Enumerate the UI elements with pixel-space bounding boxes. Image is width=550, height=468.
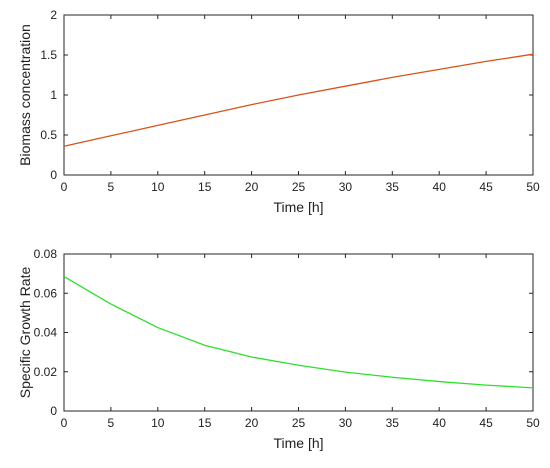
x-tick-label: 50 bbox=[526, 416, 540, 430]
x-tick-label: 35 bbox=[386, 416, 400, 430]
x-tick-label: 50 bbox=[526, 180, 540, 194]
plot-frame bbox=[63, 253, 534, 412]
x-tick-label: 10 bbox=[151, 180, 165, 194]
y-tick-label: 1.5 bbox=[40, 48, 57, 62]
x-tick-label: 5 bbox=[108, 180, 115, 194]
y-axis-label: Specific Growth Rate bbox=[17, 267, 33, 399]
x-tick-label: 45 bbox=[479, 416, 493, 430]
y-tick-label: 0.04 bbox=[34, 326, 58, 340]
y-tick-label: 0 bbox=[50, 168, 57, 182]
x-tick-label: 30 bbox=[339, 416, 353, 430]
y-tick-label: 0 bbox=[50, 404, 57, 418]
y-tick-label: 0.08 bbox=[34, 247, 58, 261]
y-tick-label: 0.02 bbox=[34, 365, 58, 379]
x-tick-label: 5 bbox=[108, 416, 115, 430]
x-tick-label: 20 bbox=[245, 180, 259, 194]
x-tick-label: 25 bbox=[292, 180, 306, 194]
y-tick-label: 0.5 bbox=[40, 128, 57, 142]
x-tick-label: 15 bbox=[198, 180, 212, 194]
x-tick-label: 0 bbox=[61, 180, 68, 194]
x-tick-label: 45 bbox=[479, 180, 493, 194]
x-tick-label: 20 bbox=[245, 416, 259, 430]
x-tick-label: 25 bbox=[292, 416, 306, 430]
y-axis-label: Biomass concentration bbox=[17, 24, 33, 166]
x-tick-label: 35 bbox=[386, 180, 400, 194]
series-line-0 bbox=[63, 53, 534, 147]
x-axis-label: Time [h] bbox=[273, 199, 323, 215]
y-tick-label: 0.06 bbox=[34, 286, 58, 300]
x-tick-label: 15 bbox=[198, 416, 212, 430]
x-tick-label: 0 bbox=[61, 416, 68, 430]
x-tick-label: 10 bbox=[151, 416, 165, 430]
y-tick-label: 1 bbox=[50, 88, 57, 102]
x-tick-label: 40 bbox=[433, 180, 447, 194]
chart-1: 0 5 10 15 20 25 30 35 40 45 50 0 0.02 0.04 0.06 0.08 Tim… bbox=[17, 247, 540, 451]
chart-0: 0 5 10 15 20 25 30 35 40 45 50 0 0.5 1 1.5 2 Time [h] Bio… bbox=[17, 8, 540, 215]
y-tick-label: 2 bbox=[50, 8, 57, 22]
x-axis-label: Time [h] bbox=[273, 435, 323, 451]
x-tick-label: 40 bbox=[433, 416, 447, 430]
x-tick-label: 30 bbox=[339, 180, 353, 194]
series-line-0 bbox=[63, 276, 534, 389]
